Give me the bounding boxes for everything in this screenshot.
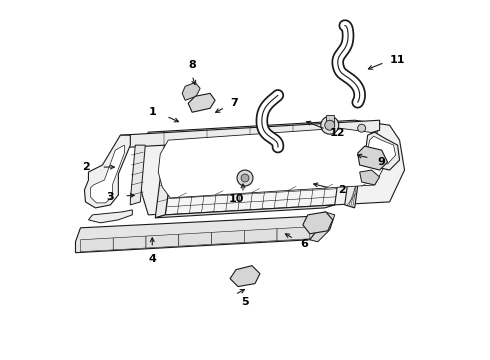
Polygon shape (245, 229, 277, 243)
Polygon shape (179, 232, 212, 246)
Polygon shape (165, 132, 345, 215)
Polygon shape (212, 230, 245, 244)
Text: 2: 2 (83, 162, 90, 172)
Text: 6: 6 (300, 239, 308, 249)
Polygon shape (89, 210, 132, 223)
Text: 10: 10 (228, 194, 244, 204)
Polygon shape (130, 145, 145, 205)
Polygon shape (360, 170, 380, 185)
Polygon shape (303, 212, 333, 234)
Polygon shape (155, 138, 175, 218)
Polygon shape (80, 238, 113, 252)
Polygon shape (188, 93, 215, 112)
Circle shape (325, 120, 335, 130)
Polygon shape (113, 236, 146, 250)
Circle shape (358, 124, 366, 132)
Polygon shape (358, 146, 388, 170)
Polygon shape (310, 212, 335, 242)
Circle shape (321, 116, 339, 134)
Polygon shape (91, 145, 124, 203)
Text: 2: 2 (338, 185, 345, 195)
Polygon shape (345, 132, 365, 208)
Polygon shape (230, 266, 260, 287)
Polygon shape (155, 205, 335, 218)
Text: 5: 5 (241, 297, 249, 306)
Text: 11: 11 (390, 55, 405, 66)
Polygon shape (158, 128, 388, 198)
Polygon shape (326, 115, 334, 125)
Polygon shape (368, 136, 395, 164)
Polygon shape (366, 132, 399, 170)
Text: 9: 9 (378, 157, 386, 167)
Circle shape (241, 174, 249, 182)
Polygon shape (84, 135, 130, 208)
Text: 4: 4 (148, 254, 156, 264)
Polygon shape (277, 227, 310, 240)
Text: 7: 7 (230, 98, 238, 108)
Polygon shape (138, 120, 405, 215)
Text: 8: 8 (188, 60, 196, 71)
Polygon shape (121, 120, 380, 147)
Text: 12: 12 (330, 128, 345, 138)
Circle shape (237, 170, 253, 186)
Polygon shape (75, 216, 320, 253)
Polygon shape (165, 128, 345, 142)
Text: 3: 3 (106, 192, 114, 202)
Text: 1: 1 (148, 107, 156, 117)
Polygon shape (182, 82, 200, 100)
Polygon shape (355, 126, 378, 142)
Polygon shape (146, 234, 179, 248)
